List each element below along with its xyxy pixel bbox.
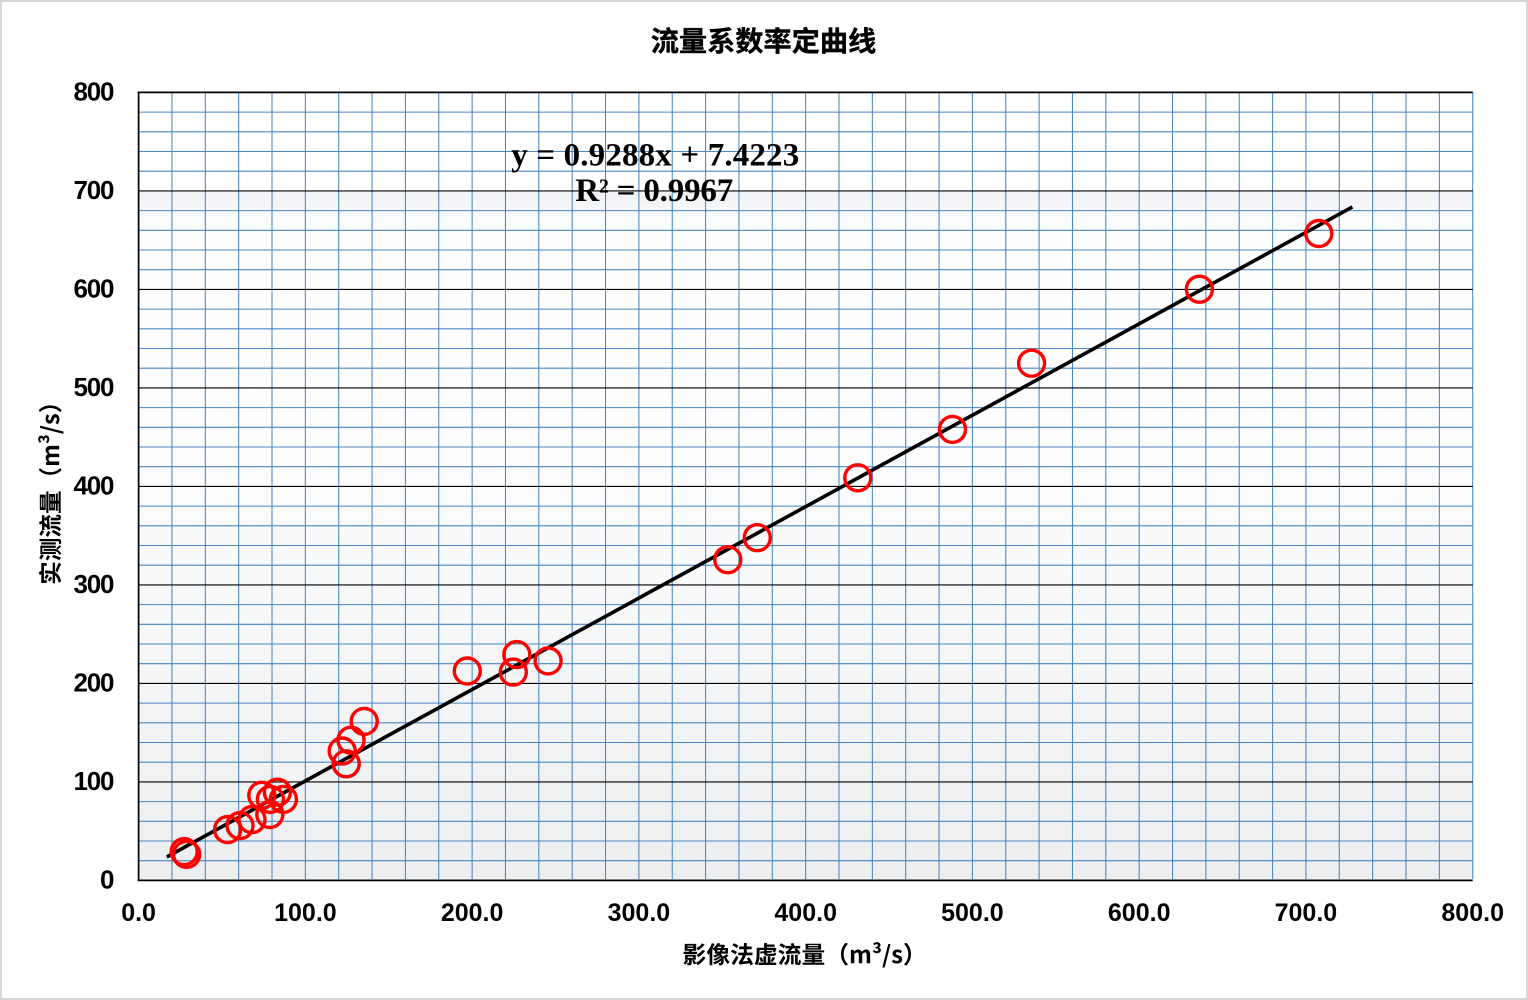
svg-text:600.0: 600.0 (1108, 899, 1171, 927)
svg-text:0.0: 0.0 (121, 899, 156, 927)
svg-text:200: 200 (74, 668, 115, 698)
svg-text:800.0: 800.0 (1441, 899, 1504, 927)
svg-text:400.0: 400.0 (774, 899, 837, 927)
svg-text:200.0: 200.0 (441, 899, 504, 927)
svg-text:700: 700 (74, 175, 115, 205)
svg-text:300.0: 300.0 (608, 899, 671, 927)
svg-text:100: 100 (74, 766, 115, 796)
svg-text:y = 0.9288x + 7.4223: y = 0.9288x + 7.4223 (511, 138, 799, 174)
svg-text:500: 500 (74, 372, 115, 402)
svg-text:300: 300 (74, 569, 115, 599)
svg-text:600: 600 (74, 274, 115, 304)
svg-text:R² = 0.9967: R² = 0.9967 (575, 173, 733, 209)
svg-text:0: 0 (100, 865, 114, 895)
svg-text:100.0: 100.0 (274, 899, 337, 927)
svg-text:800: 800 (74, 77, 115, 107)
svg-text:500.0: 500.0 (941, 899, 1004, 927)
svg-text:400: 400 (74, 471, 115, 501)
svg-text:700.0: 700.0 (1275, 899, 1338, 927)
